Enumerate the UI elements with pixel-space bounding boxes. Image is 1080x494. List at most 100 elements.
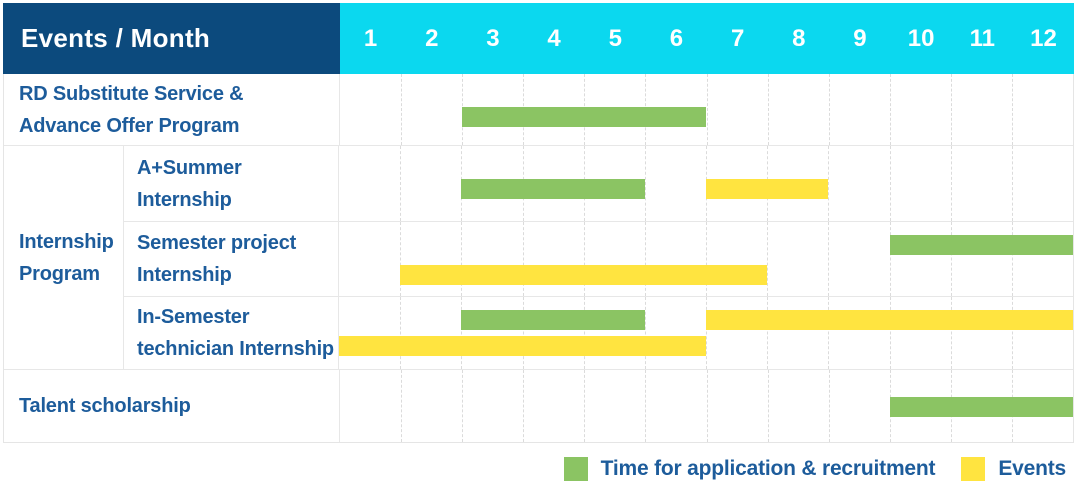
month-header-cell: 2 [425,24,439,52]
month-gridline [522,297,524,369]
month-gridline [828,222,830,296]
month-header-cell: 8 [792,24,806,52]
gantt-bar-events [400,265,768,285]
month-gridline [584,370,586,442]
row-label-line: In-Semester [137,306,250,328]
month-gridline [522,222,524,296]
row-chart-area [340,370,1073,442]
row-chart-area [339,297,1073,369]
row-label-line: Internship [137,188,232,211]
legend-item-application: Time for application & recruitment [563,457,936,481]
row-label-line: Talent scholarship [19,395,191,417]
month-gridline [706,370,708,442]
month-gridline [583,222,585,296]
month-gridline [400,146,402,221]
gantt-bar-application [462,107,707,127]
month-gridline [950,146,952,221]
gantt-table: Events / Month 1 2 3 4 5 6 7 8 9 10 11 12 RD Substi… [3,3,1074,443]
legend-swatch-application [563,457,588,481]
legend-label: Time for application & recruitment [600,457,936,480]
month-gridline [767,222,769,296]
month-header-cell: 12 [1030,24,1057,52]
month-gridline [889,297,891,369]
gantt-bar-application [889,235,1073,255]
month-header-cell: 4 [547,24,561,52]
gantt-bar-application [461,310,645,330]
row-label-line: A+Summer [137,156,242,179]
month-gridline [706,74,708,145]
row-label-line: Semester project [137,232,297,254]
month-header-strip: 1 2 3 4 5 6 7 8 9 10 11 12 [340,3,1074,74]
table-row: In-Semester technician Internship [124,296,1073,369]
row-chart-area [339,146,1073,221]
row-label: RD Substitute Service & Advance Offer Pro… [4,74,340,145]
header-row: Events / Month 1 2 3 4 5 6 7 8 9 10 11 12 [3,3,1074,74]
month-header-cell: 1 [363,24,378,52]
month-gridline [644,146,646,221]
month-gridline [461,297,463,369]
month-header-cell: 10 [907,24,935,52]
month-gridline [523,370,525,442]
row-label-line: Advance Offer Program [19,114,240,137]
month-gridline [950,222,952,296]
table-row: A+Summer Internship [124,146,1073,221]
gantt-body: RD Substitute Service & Advance Offer Pro… [3,74,1074,443]
legend: Time for application & recruitment Events [563,457,1066,481]
table-row: RD Substitute Service & Advance Offer Pro… [4,74,1073,145]
gantt-bar-events [706,310,1073,330]
month-gridline [706,222,707,296]
row-label-line: RD Substitute Service & [19,82,244,105]
group-row-block: Internship Program A+Summer Internship Semes… [4,145,1073,369]
row-label: Semester project Internship [124,222,339,296]
month-gridline [706,297,707,369]
group-label: Internship Program [4,146,124,369]
month-gridline [889,222,891,296]
month-gridline [644,297,646,369]
row-label: A+Summer Internship [124,146,339,221]
legend-item-events: Events [961,457,1066,481]
month-gridline [645,370,647,442]
row-chart-area [340,74,1073,145]
month-gridline [828,370,830,442]
month-gridline [400,222,402,296]
row-label-line: technician Internship [137,338,334,360]
gantt-bar-application [889,397,1073,417]
month-gridline [1011,297,1013,369]
month-gridline [889,74,891,145]
month-gridline [828,74,830,145]
legend-label: Events [998,457,1066,480]
month-gridline [462,370,464,442]
row-label: In-Semester technician Internship [124,297,339,369]
group-sub-rows: A+Summer Internship Semester project Intern… [124,146,1073,369]
month-gridline [828,297,830,369]
month-gridline [767,297,769,369]
month-gridline [400,297,402,369]
gantt-bar-application [461,179,645,199]
row-label-line: Internship [137,264,232,286]
month-gridline [950,74,952,145]
month-header-cell: 11 [969,24,995,52]
table-row: Talent scholarship [4,369,1073,442]
month-gridline [461,222,463,296]
month-header-cell: 3 [486,24,500,52]
month-gridline [583,297,585,369]
month-gridline [401,370,403,442]
month-gridline [950,297,952,369]
row-label: Talent scholarship [4,370,340,442]
month-gridline [644,222,646,296]
month-header-cell: 5 [608,24,622,52]
month-header-cell: 9 [853,24,867,52]
group-label-line: Program [19,262,100,285]
group-label-line: Internship [19,230,114,253]
month-gridline [889,146,891,221]
events-month-header: Events / Month [3,3,340,74]
gantt-bar-events [706,179,829,199]
legend-swatch-events [961,457,986,481]
month-gridline [401,74,403,145]
month-gridline [767,74,769,145]
table-row: Semester project Internship [124,221,1073,296]
month-gridline [828,146,830,221]
month-gridline [767,370,769,442]
row-chart-area [339,222,1073,296]
month-gridline [1011,146,1013,221]
